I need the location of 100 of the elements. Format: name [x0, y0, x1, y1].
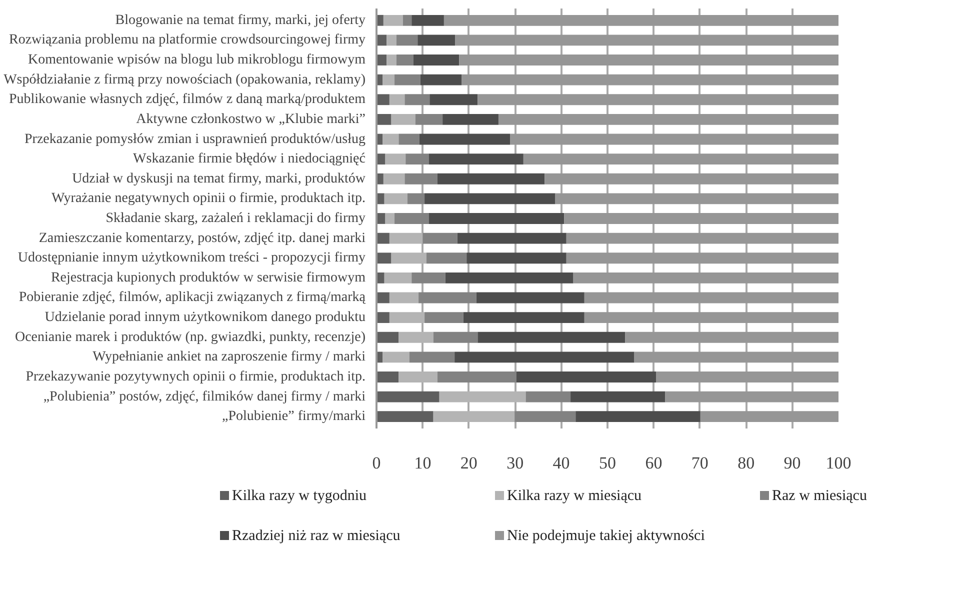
bar: [516, 372, 656, 382]
bar: [406, 154, 429, 165]
y-tick-label: Ocenianie marek i produktów (np. gwiazdki, punkty, recenzje): [14, 330, 366, 345]
bar: [389, 94, 405, 106]
x-tick-label: 0: [372, 454, 381, 472]
bar: [394, 74, 420, 86]
bar: [415, 114, 443, 125]
bar: [376, 312, 390, 324]
y-tick-label: Blogowanie na temat firmy, marki, jej oferty: [115, 12, 366, 28]
bar: [376, 372, 399, 382]
bar: [419, 134, 510, 145]
bar: [566, 232, 838, 244]
bar: [700, 411, 838, 422]
bar: [459, 54, 838, 66]
bar: [376, 232, 390, 244]
bar: [544, 173, 838, 184]
bar: [584, 292, 838, 304]
x-tick-label: 30: [506, 454, 524, 472]
bar: [383, 14, 403, 26]
bar: [376, 332, 399, 343]
bar: [437, 372, 516, 382]
bar: [439, 391, 526, 402]
bar: [382, 352, 410, 363]
legend-label: Nie podejmuje takiej aktywności: [506, 527, 705, 546]
y-tick-label: Składanie skarg, zażaleń i reklamacji do firmy: [106, 211, 366, 226]
bar: [523, 154, 838, 165]
bar: [514, 411, 576, 422]
bar: [396, 34, 418, 46]
bar: [463, 312, 584, 324]
y-tick-label: Aktywne członkostwo w „Klubie marki”: [136, 112, 366, 127]
y-tick-label: Rozwiązania problemu na platformie crowdsourcingowej firmy: [9, 32, 366, 48]
bar: [413, 54, 460, 66]
bar: [424, 312, 464, 324]
bar: [376, 272, 384, 284]
bar: [510, 134, 838, 145]
bar: [426, 252, 467, 264]
bar: [398, 134, 420, 145]
bar: [386, 54, 396, 66]
bar: [384, 193, 408, 204]
x-tick-label: 100: [826, 454, 852, 472]
bar: [476, 292, 584, 304]
bar: [462, 74, 838, 86]
bar: [564, 213, 838, 224]
bar: [498, 114, 838, 125]
y-tick-label: Wskazanie firmie błędów i niedociągnięć: [133, 152, 366, 167]
bar: [454, 352, 634, 363]
bar: [466, 252, 566, 264]
y-tick-label: „Polubienia” postów, zdjęć, filmików danej firmy / marki: [43, 389, 366, 404]
bar: [445, 272, 574, 284]
y-tick-label: Udostępnianie innym użytkownikom treści - propozycji firmy: [18, 250, 366, 266]
y-tick-label: Przekazanie pomysłów zmian i usprawnień produktów/usług: [24, 132, 366, 147]
y-tick-label: Wypełnianie ankiet na zaproszenie firmy / marki: [92, 350, 366, 365]
bar: [383, 173, 405, 184]
x-tick-label: 90: [784, 454, 801, 472]
bar: [420, 74, 462, 86]
bar: [478, 332, 626, 343]
bar: [382, 74, 395, 86]
bar: [555, 193, 838, 204]
legend-label: Kilka razy w tygodniu: [231, 487, 367, 506]
y-tick-label: Udział w dyskusji na temat firmy, marki, produktów: [72, 171, 366, 186]
bar: [478, 94, 838, 106]
bar: [382, 134, 399, 145]
bar: [573, 272, 838, 284]
x-tick-label: 50: [599, 454, 616, 472]
bar: [389, 292, 419, 304]
bar: [455, 34, 838, 46]
bar: [418, 34, 456, 46]
x-tick-label: 10: [414, 454, 432, 472]
legend-label: Kilka razy w miesiącu: [506, 487, 642, 506]
bar: [576, 411, 700, 422]
bar: [656, 372, 838, 382]
bar: [457, 232, 566, 244]
bar: [428, 213, 564, 224]
bar: [391, 114, 416, 125]
y-tick-label: Komentowanie wpisów na blogu lub mikroblogu firmowym: [28, 52, 366, 68]
y-tick-label: Rejestracja kupionych produktów w serwisie firmowym: [50, 270, 366, 286]
bar: [376, 154, 386, 165]
bar: [433, 332, 478, 343]
y-tick-label: Współdziałanie z firmą przy nowościach (opakowania, reklamy): [4, 72, 366, 88]
bar: [394, 213, 429, 224]
bar: [444, 14, 838, 26]
bar: [386, 34, 396, 46]
bar: [526, 391, 571, 402]
y-tick-label: Udzielanie porad innym użytkownikom danego produktu: [44, 310, 366, 326]
bar: [430, 94, 478, 106]
y-tick-label: Wyrażanie negatywnych opinii o firmie, produktach itp.: [51, 191, 366, 206]
y-tick-label: Pobieranie zdjęć, filmów, aplikacji związanych z firmą/marką: [18, 290, 366, 306]
y-tick-label: „Polubienie” firmy/marki: [222, 409, 366, 424]
bar: [404, 173, 438, 184]
bar: [376, 252, 392, 264]
x-tick-label: 60: [645, 454, 662, 472]
bar: [634, 352, 838, 363]
bar: [376, 193, 384, 204]
bar: [376, 391, 440, 402]
bar: [402, 14, 412, 26]
bar: [428, 154, 524, 165]
bar: [566, 252, 838, 264]
y-tick-label: Przekazywanie pozytywnych opinii o firmie, produktach itp.: [26, 369, 366, 384]
x-tick-label: 80: [738, 454, 755, 472]
bar: [385, 154, 406, 165]
